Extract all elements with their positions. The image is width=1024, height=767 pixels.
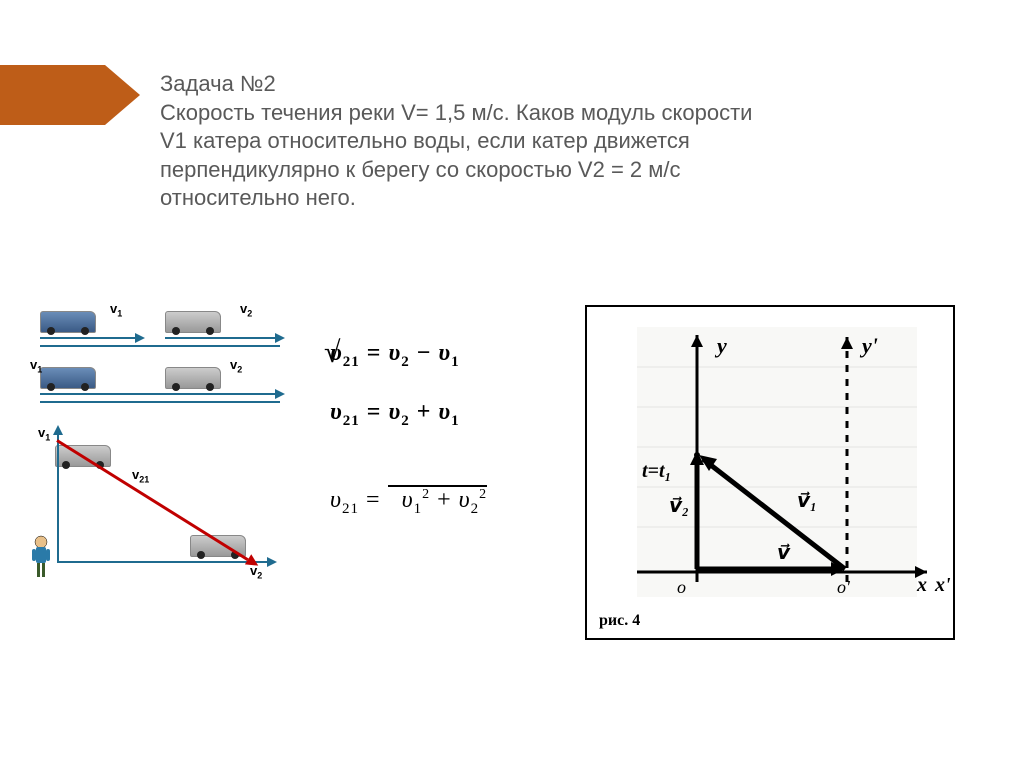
equations-block: υ21 = υ2 − υ1 υ21 = υ2 + υ1 υ21 = √υ12 +…	[330, 340, 487, 545]
problem-text: Задача №2 Скорость течения реки V= 1,5 м…	[160, 70, 840, 213]
car-diagonal: v1 v21 v2	[30, 427, 290, 587]
equation-3: υ21 = √υ12 + υ22	[330, 485, 487, 518]
equation-1: υ21 = υ2 − υ1	[330, 340, 487, 371]
baseline	[40, 345, 280, 347]
svg-text:x: x	[916, 574, 927, 596]
car-row-2: v1 v2	[30, 361, 290, 407]
baseline	[40, 401, 280, 403]
equation-2: υ21 = υ2 + υ1	[330, 399, 487, 430]
car-blue	[40, 311, 96, 333]
v-label: v2	[250, 563, 262, 581]
problem-line3: перпендикулярно к берегу со скоростью V2…	[160, 156, 840, 185]
right-figure: x x' y y' o o' v⃗ v⃗₂ v⃗₁ t	[585, 305, 955, 640]
problem-line4: относительно него.	[160, 184, 840, 213]
arrow	[40, 337, 135, 339]
v-label: v1	[110, 301, 122, 319]
v-label: v2	[230, 357, 242, 375]
figure-caption: рис. 4	[599, 612, 640, 630]
svg-text:x': x'	[934, 574, 951, 596]
arrow-h	[57, 561, 267, 563]
arrow	[40, 393, 275, 395]
problem-line2: V1 катера относительно воды, если катер …	[160, 127, 840, 156]
car-silver	[165, 311, 221, 333]
arrow-v	[57, 435, 59, 563]
red-arrow	[56, 439, 248, 561]
svg-text:o': o'	[837, 577, 851, 597]
svg-text:y': y'	[859, 333, 878, 358]
cars-diagram: v1 v2 v1 v2	[30, 305, 290, 587]
figure-svg: x x' y y' o o' v⃗ v⃗₂ v⃗₁ t	[587, 307, 957, 642]
svg-text:o: o	[677, 577, 686, 597]
car-row-1: v1 v2	[30, 305, 290, 351]
svg-text:t=t₁: t=t₁	[642, 460, 671, 482]
problem-title: Задача №2	[160, 70, 840, 99]
problem-line1: Скорость течения реки V= 1,5 м/с. Каков …	[160, 99, 840, 128]
car-blue	[40, 367, 96, 389]
arrow	[165, 337, 275, 339]
v-label: v21	[132, 467, 149, 485]
person-icon	[28, 535, 54, 579]
svg-text:v⃗: v⃗	[777, 542, 791, 564]
v-label: v2	[240, 301, 252, 319]
v-label: v1	[38, 425, 50, 443]
slide-accent	[0, 65, 140, 125]
svg-text:v⃗₁: v⃗₁	[797, 490, 817, 512]
svg-text:v⃗₂: v⃗₂	[669, 495, 689, 517]
car-silver	[165, 367, 221, 389]
v-label: v1	[30, 357, 42, 375]
